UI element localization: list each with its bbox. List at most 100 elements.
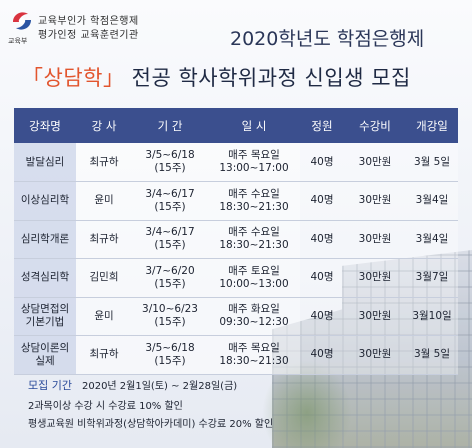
period-cell: 3/5~6/18 (15주) bbox=[132, 335, 208, 375]
period-weeks: (15주) bbox=[154, 316, 186, 329]
teacher-cell: 윤미 bbox=[76, 181, 132, 221]
schedule-cell: 매주 수요일 18:30~21:30 bbox=[208, 181, 300, 221]
capacity-cell: 40명 bbox=[300, 143, 344, 182]
header-course-name: 강좌명 bbox=[14, 108, 76, 143]
table-row: 상담이론의 실제 최규하 3/5~6/18 (15주) 매주 목요일 18:30~21:30… bbox=[14, 335, 458, 375]
header-capacity: 정원 bbox=[300, 108, 344, 143]
period-cell: 3/4~6/17 (15주) bbox=[132, 220, 208, 259]
ministry-logo-icon bbox=[13, 12, 31, 30]
period-dates: 3/10~6/23 bbox=[142, 303, 198, 316]
org-line-2: 평가인정 교육훈련기관 bbox=[38, 30, 139, 41]
recruit-dates: 2020년 2월1일(토) ~ 2월28일(금) bbox=[81, 381, 238, 392]
period-dates: 3/5~6/18 bbox=[145, 149, 195, 161]
course-name: 기본기법 bbox=[25, 316, 65, 329]
schedule-time: 18:30~21:30 bbox=[219, 239, 289, 252]
open-date-cell: 3월 5일 bbox=[406, 143, 458, 182]
fee-value: 30만원 bbox=[358, 232, 392, 245]
header-period: 기 간 bbox=[132, 108, 208, 143]
main-title: 「상담학」 전공 학사학위과정 신입생 모집 bbox=[22, 62, 411, 92]
schedule-day: 매주 목요일 bbox=[228, 149, 280, 161]
course-name: 상담면접의 bbox=[20, 303, 70, 316]
teacher-name: 최규하 bbox=[89, 348, 119, 361]
recruit-period: 모집 기간 2020년 2월1일(토) ~ 2월28일(금) bbox=[28, 377, 237, 393]
capacity-value: 40명 bbox=[310, 271, 334, 284]
capacity-value: 40명 bbox=[310, 309, 334, 322]
logo-caption: 교육부 bbox=[8, 37, 28, 45]
schedule-time: 18:30~21:30 bbox=[219, 354, 289, 367]
table-row: 심리학개론 최규하 3/4~6/17 (15주) 매주 수요일 18:30~21:30 40… bbox=[14, 220, 458, 259]
teacher-cell: 김민희 bbox=[76, 258, 132, 298]
teacher-cell: 최규하 bbox=[76, 143, 132, 182]
open-date-value: 3월 5일 bbox=[413, 155, 451, 168]
period-cell: 3/10~6/23 (15주) bbox=[132, 297, 208, 336]
schedule-day: 매주 토요일 bbox=[228, 264, 280, 277]
course-name-cell: 상담면접의 기본기법 bbox=[14, 297, 76, 336]
teacher-cell: 윤미 bbox=[76, 297, 132, 336]
capacity-value: 40명 bbox=[310, 194, 334, 207]
header-open-date: 개강일 bbox=[406, 108, 458, 143]
capacity-value: 40명 bbox=[310, 348, 334, 361]
fee-cell: 30만원 bbox=[344, 258, 406, 298]
course-name: 실제 bbox=[35, 354, 55, 367]
capacity-cell: 40명 bbox=[300, 297, 344, 336]
fee-cell: 30만원 bbox=[344, 220, 406, 259]
fee-value: 30만원 bbox=[358, 309, 392, 322]
period-weeks: (15주) bbox=[154, 277, 186, 290]
year-title: 2020학년도 학점은행제 bbox=[230, 28, 425, 50]
teacher-cell: 최규하 bbox=[76, 335, 132, 375]
teacher-name: 윤미 bbox=[94, 194, 114, 207]
course-name-cell: 발달심리 bbox=[14, 143, 76, 182]
discount-note-2: 평생교육원 비학위과정(상담학아카데미) 수강료 20% 할인 bbox=[28, 419, 274, 430]
period-cell: 3/4~6/17 (15주) bbox=[132, 181, 208, 221]
course-name: 이상심리학 bbox=[20, 194, 70, 207]
open-date-value: 3월10일 bbox=[412, 309, 452, 322]
schedule-cell: 매주 목요일 13:00~17:00 bbox=[208, 143, 300, 182]
main-title-rest: 전공 학사학위과정 신입생 모집 bbox=[124, 66, 411, 90]
period-cell: 3/7~6/20 (15주) bbox=[132, 258, 208, 298]
course-name-cell: 심리학개론 bbox=[14, 220, 76, 259]
period-weeks: (15주) bbox=[154, 162, 186, 174]
capacity-cell: 40명 bbox=[300, 220, 344, 259]
schedule-day: 매주 화요일 bbox=[228, 303, 280, 316]
open-date-value: 3월4일 bbox=[415, 232, 449, 245]
fee-cell: 30만원 bbox=[344, 297, 406, 336]
schedule-time: 18:30~21:30 bbox=[219, 200, 289, 213]
fee-cell: 30만원 bbox=[344, 181, 406, 221]
teacher-name: 윤미 bbox=[94, 309, 114, 322]
header: 교육부 교육부인가 학점은행제 평가인정 교육훈련기관 2020학년도 학점은행… bbox=[0, 0, 472, 60]
schedule-cell: 매주 목요일 18:30~21:30 bbox=[208, 335, 300, 375]
schedule-day: 매주 수요일 bbox=[228, 226, 280, 239]
teacher-name: 김민희 bbox=[89, 271, 119, 284]
teacher-cell: 최규하 bbox=[76, 220, 132, 259]
open-date-cell: 3월4일 bbox=[406, 181, 458, 221]
period-dates: 3/7~6/20 bbox=[145, 264, 195, 277]
table-row: 상담면접의 기본기법 윤미 3/10~6/23 (15주) 매주 화요일 09:30~12:… bbox=[14, 297, 458, 336]
course-name-cell: 성격심리학 bbox=[14, 258, 76, 298]
discount-note-1: 2과목이상 수강 시 수강료 10% 할인 bbox=[28, 401, 183, 412]
open-date-cell: 3월4일 bbox=[406, 220, 458, 259]
fee-value: 30만원 bbox=[358, 271, 392, 284]
course-name-cell: 이상심리학 bbox=[14, 181, 76, 221]
recruit-label: 모집 기간 bbox=[28, 379, 72, 392]
schedule-time: 09:30~12:30 bbox=[219, 316, 289, 329]
header-teacher: 강 사 bbox=[76, 108, 132, 143]
schedule-cell: 매주 토요일 10:00~13:00 bbox=[208, 258, 300, 298]
schedule-time: 13:00~17:00 bbox=[219, 162, 289, 174]
capacity-cell: 40명 bbox=[300, 258, 344, 298]
open-date-cell: 3월10일 bbox=[406, 297, 458, 336]
table-row: 성격심리학 김민희 3/7~6/20 (15주) 매주 토요일 10:00~13:00 40… bbox=[14, 258, 458, 298]
org-line-1: 교육부인가 학점은행제 bbox=[38, 16, 139, 27]
fee-value: 30만원 bbox=[358, 194, 392, 207]
period-weeks: (15주) bbox=[154, 239, 186, 252]
period-weeks: (15주) bbox=[154, 200, 186, 213]
open-date-value: 3월 5일 bbox=[413, 348, 451, 361]
open-date-cell: 3월 5일 bbox=[406, 335, 458, 375]
header-fee: 수강비 bbox=[344, 108, 406, 143]
fee-cell: 30만원 bbox=[344, 335, 406, 375]
course-name: 상담이론의 bbox=[20, 341, 70, 354]
fee-cell: 30만원 bbox=[344, 143, 406, 182]
open-date-cell: 3월7일 bbox=[406, 258, 458, 298]
period-dates: 3/4~6/17 bbox=[145, 226, 195, 239]
trees-photo bbox=[262, 360, 352, 448]
course-name-cell: 상담이론의 실제 bbox=[14, 335, 76, 375]
